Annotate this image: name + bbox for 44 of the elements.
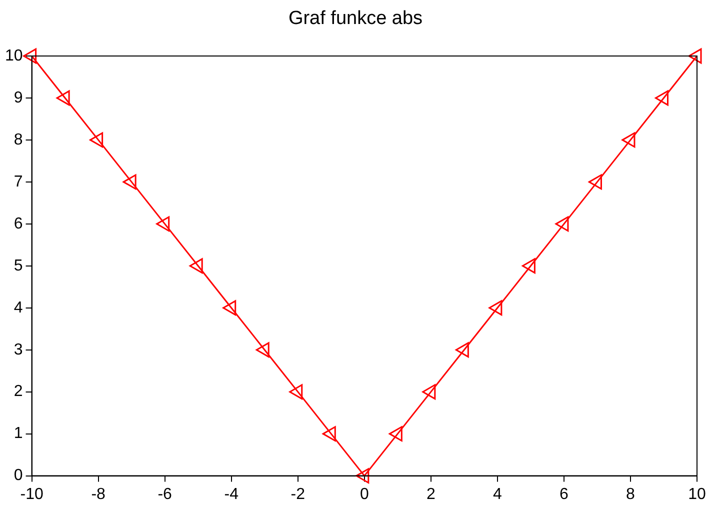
point: [122, 174, 136, 190]
point: [189, 258, 203, 274]
point: [422, 384, 436, 400]
y-tick-label: 9: [14, 89, 23, 106]
y-tick-label: 0: [14, 467, 23, 484]
y-tick-label: 1: [14, 425, 23, 442]
point: [356, 468, 370, 484]
x-tick-label: -6: [158, 486, 172, 503]
point: [654, 90, 668, 106]
y-tick-label: 2: [14, 383, 23, 400]
x-tick-label: 6: [560, 486, 569, 503]
y-tick-label: 6: [14, 215, 23, 232]
point: [555, 216, 569, 232]
chart-title: Graf funkce abs: [287, 8, 424, 30]
x-tick-label: 0: [360, 486, 369, 503]
point: [222, 300, 236, 316]
point: [56, 90, 70, 106]
point: [23, 48, 37, 64]
point: [588, 174, 602, 190]
point: [455, 342, 469, 358]
x-tick-label: -4: [224, 486, 239, 503]
point: [488, 300, 502, 316]
x-tick-label: -8: [91, 486, 106, 503]
x-tick-label: 2: [426, 486, 436, 503]
point: [289, 384, 303, 400]
point: [388, 426, 402, 442]
point: [688, 48, 702, 64]
y-tick-label: 7: [14, 173, 23, 190]
y-tick-label: 10: [5, 47, 23, 64]
x-tick-label: 4: [492, 486, 502, 503]
x-tick-label: 8: [626, 486, 636, 503]
point: [256, 342, 270, 358]
x-tick-label: -2: [290, 486, 306, 503]
x-tick-label: 10: [688, 486, 706, 503]
point: [156, 216, 170, 232]
point: [90, 132, 104, 148]
y-tick-label: 3: [14, 341, 23, 358]
point: [322, 426, 336, 442]
y-tick-label: 4: [14, 299, 23, 316]
point: [622, 132, 636, 148]
y-tick-label: 5: [14, 257, 23, 274]
x-tick-label: -10: [20, 486, 44, 503]
y-tick-label: 8: [14, 131, 23, 148]
point: [522, 258, 536, 274]
